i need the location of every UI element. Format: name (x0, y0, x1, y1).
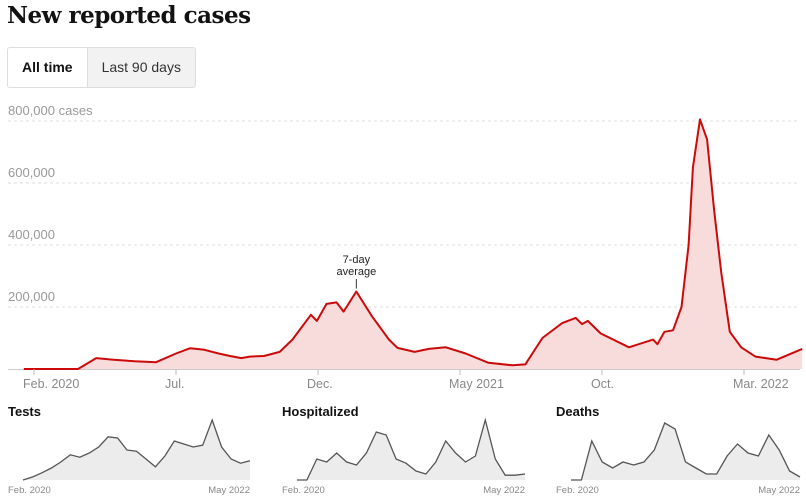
mini-chart-title: Hospitalized (282, 404, 359, 419)
mini-series-line (297, 417, 526, 481)
mini-x-end: May 2022 (758, 485, 800, 496)
x-tick-label: May 2021 (449, 377, 504, 391)
x-tick-label: Oct. (591, 377, 614, 391)
area-fill (23, 119, 803, 370)
y-tick-label: 600,000 (8, 165, 55, 180)
y-tick-label: 800,000 cases (8, 103, 93, 118)
mini-series-line (571, 422, 801, 481)
mini-chart-title: Deaths (556, 404, 599, 419)
mini-chart-title: Tests (8, 404, 41, 419)
mini-x-start: Feb. 2020 (282, 485, 325, 496)
x-tick-label: Jul. (165, 377, 184, 391)
series-line (23, 118, 803, 370)
mini-series-line (22, 418, 251, 481)
annotation-line2: average (336, 266, 376, 278)
y-tick-label: 400,000 (8, 227, 55, 242)
time-range-toggle: All time Last 90 days (7, 47, 196, 88)
mini-x-start: Feb. 2020 (8, 485, 51, 496)
mini-x-end: May 2022 (208, 485, 250, 496)
mini-area-fill (23, 420, 250, 480)
mini-area-fill (571, 423, 800, 480)
x-tick-label: Mar. 2022 (733, 377, 789, 391)
annotation-line1: 7-day (343, 254, 371, 266)
all-time-button[interactable]: All time (8, 48, 87, 87)
page-title: New reported cases (7, 2, 251, 29)
x-tick-label: Dec. (307, 377, 333, 391)
mini-x-start: Feb. 2020 (556, 485, 599, 496)
mini-x-end: May 2022 (483, 485, 525, 496)
last-90-days-button[interactable]: Last 90 days (86, 48, 195, 87)
x-tick-label: Feb. 2020 (23, 377, 79, 391)
y-tick-label: 200,000 (8, 289, 55, 304)
mini-area-fill (297, 420, 525, 480)
